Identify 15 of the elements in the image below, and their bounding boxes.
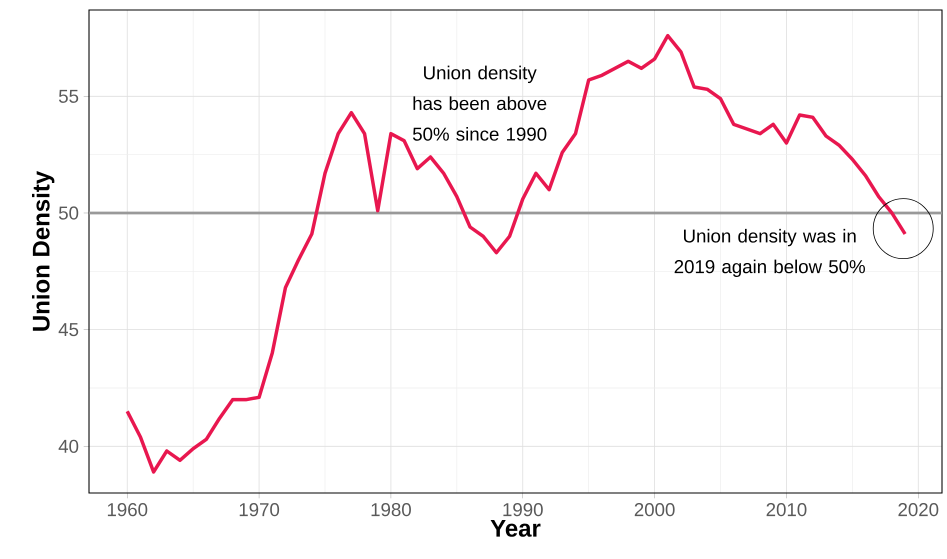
x-tick-label: 2000 (634, 503, 675, 516)
x-tick-label: 1960 (108, 503, 148, 516)
x-tick-label: 1990 (503, 503, 543, 516)
y-axis-title: Union Density (32, 170, 54, 331)
y-tick-label: 55 (58, 90, 78, 103)
x-tick-label: 1970 (240, 503, 280, 516)
y-tick-label: 50 (58, 206, 78, 220)
y-tick-label: 45 (58, 323, 78, 336)
y-tick-label: 40 (58, 440, 78, 453)
x-tick-label: 2010 (766, 503, 806, 516)
annotation: Union density was in 2019 again below 50% (674, 228, 865, 277)
x-tick-label: 2020 (898, 503, 938, 516)
annotation: Union density has been above 50% since 1990 (412, 66, 546, 141)
x-axis-title: Year (490, 520, 540, 537)
x-tick-label: 1980 (372, 503, 411, 516)
